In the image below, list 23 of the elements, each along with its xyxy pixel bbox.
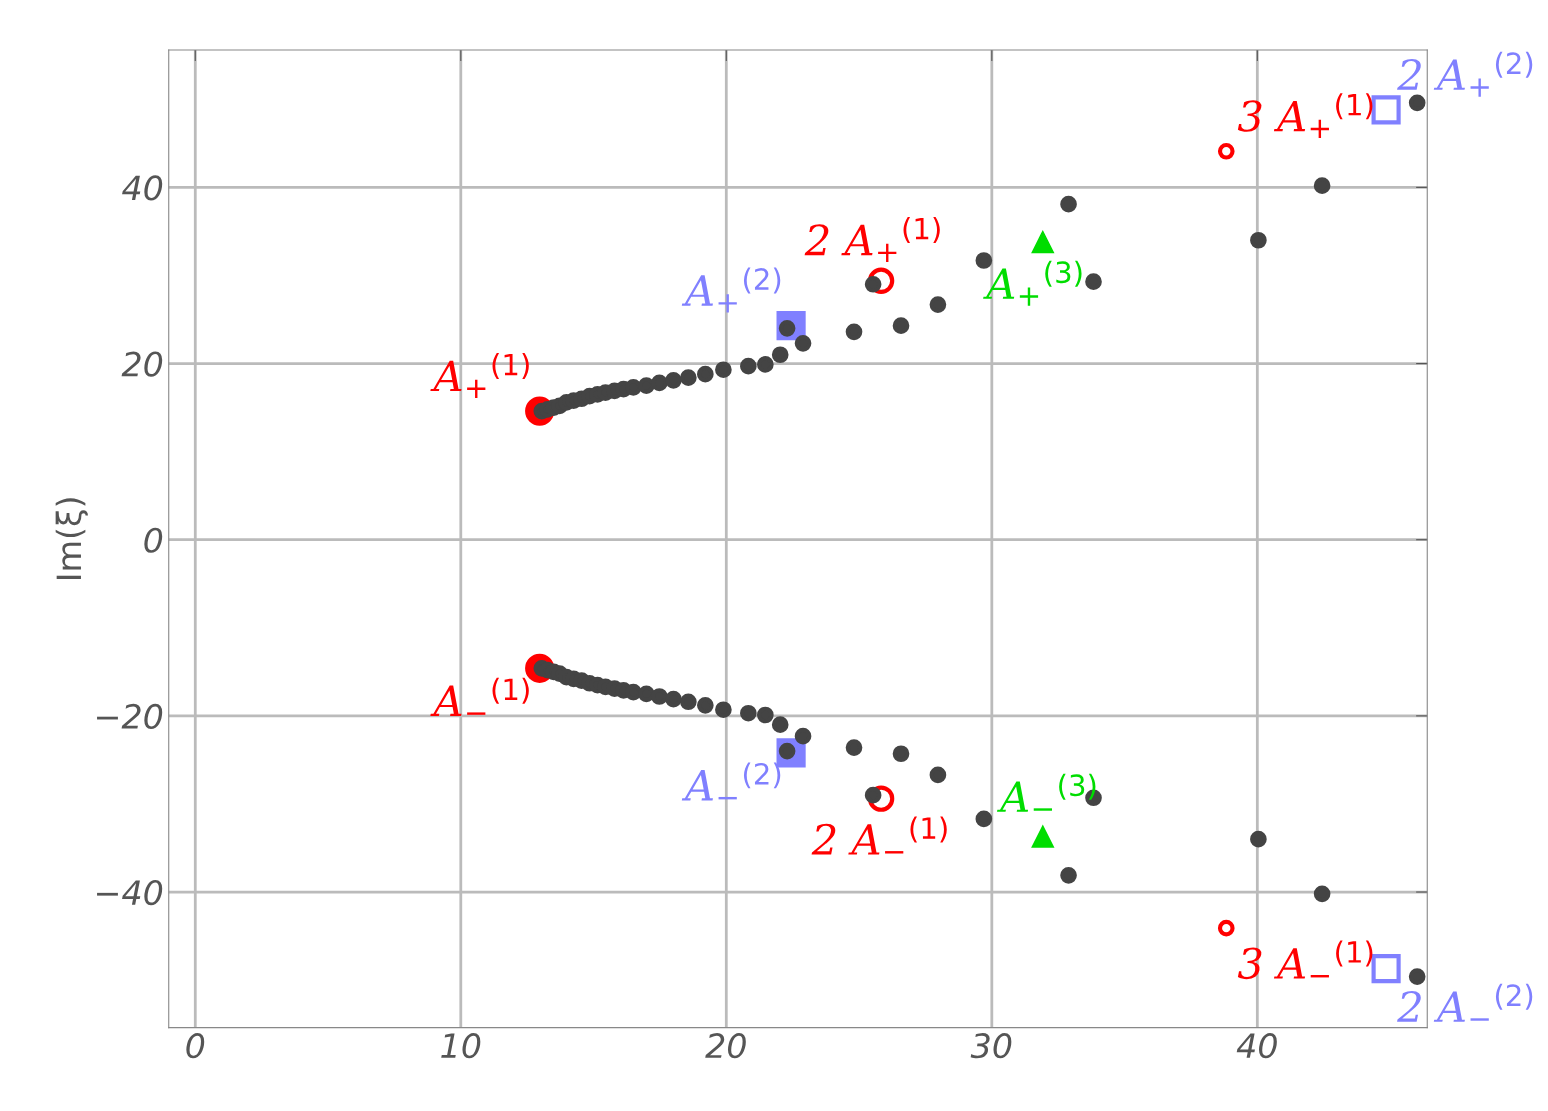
series-label: 2 A$_{+}$$^{(1)}$: [804, 217, 940, 263]
series-label: 2 A$_{−}$$^{(2)}$: [1397, 983, 1533, 1022]
x-tick-label: 30: [970, 1033, 1012, 1059]
y-tick-label: 20: [121, 351, 163, 377]
y-tick-label: 0: [144, 527, 163, 553]
y-tick-label: −40: [97, 879, 163, 906]
y-tick-label: 40: [122, 175, 163, 201]
series-label: A$_{−}$$^{(1)}$: [430, 677, 529, 716]
series-label: A$_{+}$$^{(1)}$: [430, 353, 529, 398]
series-label: 3 A$_{−}$$^{(1)}$: [1237, 940, 1373, 980]
series-label: A$_{+}$$^{(3)}$: [983, 260, 1082, 306]
series-label: A$_{−}$$^{(2)}$: [681, 762, 781, 801]
series-label: A$_{+}$$^{(2)}$: [681, 267, 781, 313]
x-tick-label: 20: [705, 1033, 746, 1059]
x-tick-label: 10: [441, 1033, 481, 1059]
x-tick-label: 40: [1236, 1033, 1277, 1059]
y-axis-title: Im(ξ): [55, 498, 88, 580]
y-tick-label: −20: [97, 703, 163, 730]
x-tick-label: 0: [186, 1033, 205, 1059]
series-label: A$_{−}$$^{(3)}$: [996, 773, 1096, 812]
series-label: 2 A$_{+}$$^{(2)}$: [1397, 51, 1533, 97]
series-label: 3 A$_{+}$$^{(1)}$: [1237, 93, 1373, 139]
series-label: 2 A$_{−}$$^{(1)}$: [811, 816, 947, 855]
